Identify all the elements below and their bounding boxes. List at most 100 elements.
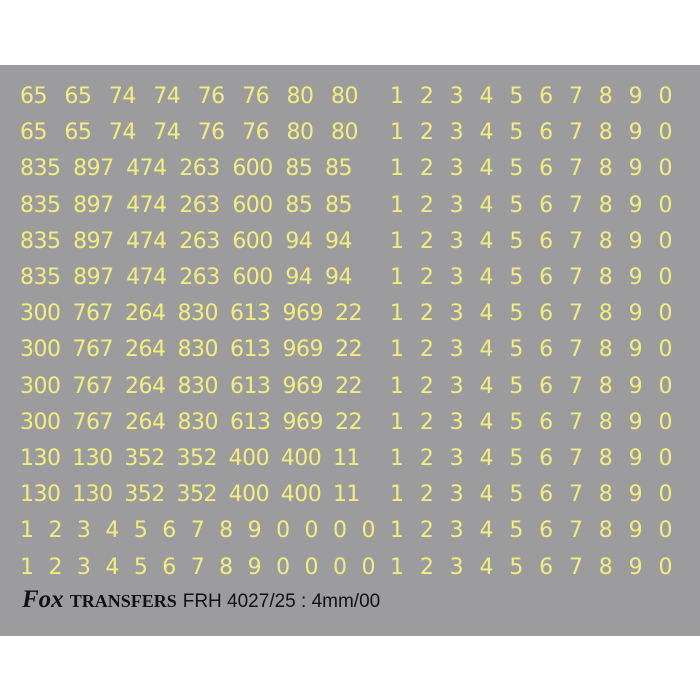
decal-digit: 8 xyxy=(598,265,613,290)
decal-number: 130 xyxy=(72,446,113,471)
decal-digit: 8 xyxy=(598,446,613,471)
decal-digit: 2 xyxy=(419,228,434,254)
decal-digit: 7 xyxy=(568,409,583,435)
decal-number: 897 xyxy=(73,265,114,290)
decal-number: 94 xyxy=(285,265,313,290)
decal-digit: 0 xyxy=(658,409,672,435)
decal-row: 835 897 474 263 600 85 85 1 2 3 4 5 6 7 8 9 0 xyxy=(0,154,700,184)
decal-digit: 5 xyxy=(509,518,523,544)
decal-row: 300 767 264 830 613 969 22 1 2 3 4 5 6 7 8 9 0 xyxy=(0,299,700,329)
decal-number: 7 xyxy=(190,518,205,544)
decal-number: 85 xyxy=(285,192,313,218)
decal-digit: 9 xyxy=(628,84,643,109)
decal-digit: 3 xyxy=(449,301,464,327)
decal-digit: 8 xyxy=(598,156,613,182)
decal-digit: 7 xyxy=(568,84,583,109)
number-group-left: 835 897 474 263 600 94 94 xyxy=(20,227,352,257)
decal-digit: 5 xyxy=(509,554,523,580)
decal-digit: 0 xyxy=(658,337,672,363)
decal-number: 352 xyxy=(176,482,217,508)
decal-number: 767 xyxy=(72,409,114,435)
decal-digit: 2 xyxy=(419,554,434,580)
decal-digit: 7 xyxy=(568,554,583,580)
decal-number: 76 xyxy=(197,84,226,109)
decal-digit: 8 xyxy=(598,120,613,146)
decal-number: 76 xyxy=(242,84,270,109)
decal-digit: 7 xyxy=(568,337,583,363)
decal-number: 0 xyxy=(361,554,375,580)
decal-digit: 9 xyxy=(628,518,643,544)
decal-number: 80 xyxy=(330,120,359,146)
decal-number: 613 xyxy=(230,337,271,363)
decal-digit: 0 xyxy=(658,120,672,146)
decal-digit: 9 xyxy=(628,120,643,146)
decal-number: 0 xyxy=(276,518,290,544)
decal-digit: 6 xyxy=(539,373,553,399)
decal-row: 130 130 352 352 400 400 11 1 2 3 4 5 6 7 8 9 0 xyxy=(0,444,700,474)
decal-number: 65 xyxy=(20,84,48,109)
decal-number: 80 xyxy=(286,120,315,146)
decal-digit: 5 xyxy=(509,228,523,254)
decal-number: 400 xyxy=(228,482,270,508)
decal-digit: 7 xyxy=(568,301,583,327)
decal-digit: 4 xyxy=(479,337,493,363)
decal-number: 6 xyxy=(162,518,176,544)
decal-digit: 7 xyxy=(568,373,583,399)
decal-digit: 6 xyxy=(539,301,553,327)
decal-row: 130 130 352 352 400 400 11 1 2 3 4 5 6 7 8 9 0 xyxy=(0,480,700,510)
decal-digit: 1 xyxy=(390,84,404,109)
brand-logo: Fox xyxy=(22,586,64,613)
decal-digit: 0 xyxy=(658,554,672,580)
decal-digit: 1 xyxy=(390,228,404,254)
decal-number: 835 xyxy=(20,265,61,290)
decal-digit: 7 xyxy=(568,228,583,254)
decal-number: 94 xyxy=(324,228,353,254)
decal-row: 835 897 474 263 600 85 85 1 2 3 4 5 6 7 8 9 0 xyxy=(0,191,700,221)
decal-digit: 1 xyxy=(390,554,404,580)
decal-digit: 4 xyxy=(479,482,493,508)
decal-digit: 4 xyxy=(479,84,493,109)
decal-number: 263 xyxy=(179,265,220,290)
decal-digit: 8 xyxy=(598,482,613,508)
decal-number: 263 xyxy=(179,156,220,182)
decal-number: 767 xyxy=(72,373,114,399)
decal-digit: 8 xyxy=(598,192,613,218)
decal-number: 264 xyxy=(125,301,166,327)
number-group-left: 835 897 474 263 600 85 85 xyxy=(20,191,352,221)
decal-digit: 8 xyxy=(598,373,613,399)
decal-number: 76 xyxy=(197,120,226,146)
decal-digit: 5 xyxy=(509,120,523,146)
decal-number: 400 xyxy=(228,446,270,471)
decal-number: 80 xyxy=(286,84,315,109)
decal-number: 11 xyxy=(332,446,361,471)
decal-digit: 4 xyxy=(479,156,493,182)
decal-digit: 5 xyxy=(509,446,523,471)
decal-digit: 8 xyxy=(598,84,613,109)
decal-number: 0 xyxy=(304,518,319,544)
number-group-left: 300 767 264 830 613 969 22 xyxy=(20,372,363,402)
decal-digit: 1 xyxy=(390,373,404,399)
decal-number: 2 xyxy=(48,518,62,544)
decal-number: 85 xyxy=(285,156,313,182)
decal-digit: 3 xyxy=(449,228,464,254)
number-group-left: 835 897 474 263 600 94 94 xyxy=(20,263,352,293)
decal-number: 767 xyxy=(72,301,114,327)
decal-row: 835 897 474 263 600 94 94 1 2 3 4 5 6 7 8 9 0 xyxy=(0,263,700,293)
decal-digit: 9 xyxy=(628,482,643,508)
decal-number: 74 xyxy=(108,84,137,109)
decal-number: 830 xyxy=(177,301,219,327)
decal-digit: 9 xyxy=(628,409,643,435)
decal-row: 300 767 264 830 613 969 22 1 2 3 4 5 6 7 8 9 0 xyxy=(0,335,700,365)
decal-digit: 0 xyxy=(658,482,672,508)
decal-digit: 9 xyxy=(628,265,643,290)
decal-digit: 3 xyxy=(449,156,464,182)
decal-digit: 8 xyxy=(598,301,613,327)
decal-digit: 1 xyxy=(390,120,404,146)
decal-digit: 1 xyxy=(390,482,404,508)
